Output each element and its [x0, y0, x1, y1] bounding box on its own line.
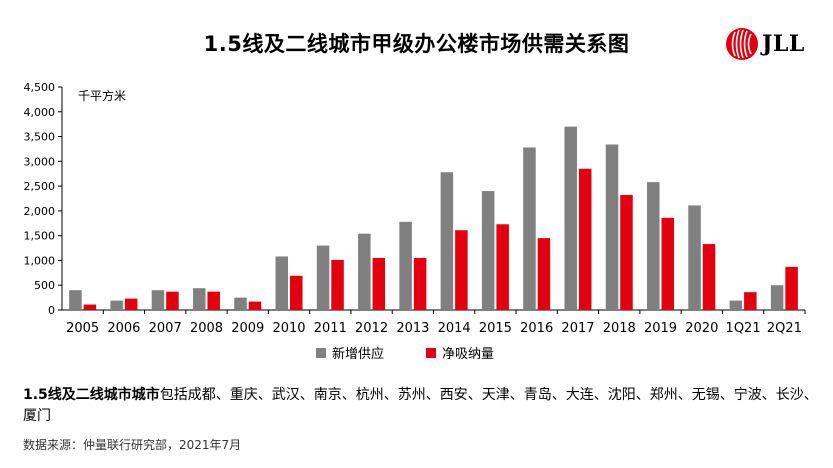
bar-supply — [770, 285, 784, 310]
x-tick-label: 2005 — [66, 321, 99, 336]
x-tick-label: 2012 — [355, 321, 388, 336]
bar-supply — [69, 290, 82, 310]
x-tick-label: 2017 — [561, 321, 594, 336]
y-tick-label: 1,500 — [24, 230, 56, 243]
x-tick-label: 2008 — [190, 321, 223, 336]
x-tick-label: 2Q21 — [767, 321, 802, 336]
jll-logo: JLL — [725, 24, 825, 64]
bar-absorption — [496, 224, 509, 310]
bar-absorption — [83, 304, 97, 310]
y-tick-label: 0 — [48, 304, 55, 317]
x-tick-label: 2018 — [603, 321, 636, 336]
bar-absorption — [455, 230, 468, 310]
bar-supply — [234, 297, 247, 310]
bar-absorption — [124, 298, 138, 310]
bar-supply — [110, 300, 123, 310]
x-tick-label: 2007 — [149, 321, 182, 336]
x-tick-label: 2013 — [396, 321, 429, 336]
unit-label: 千平方米 — [78, 88, 126, 103]
bar-absorption — [537, 238, 551, 310]
legend-label-absorption: 净吸纳量 — [442, 347, 494, 362]
x-tick-label: 2019 — [644, 321, 677, 336]
bar-absorption — [578, 168, 592, 310]
bar-absorption — [372, 257, 386, 310]
bar-absorption — [248, 301, 262, 310]
bar-supply — [151, 290, 165, 310]
y-tick-label: 4,500 — [24, 81, 56, 94]
y-tick-label: 2,500 — [24, 180, 56, 193]
bar-absorption — [290, 275, 303, 310]
bar-supply — [647, 182, 660, 310]
bar-supply — [399, 221, 412, 310]
bar-supply — [358, 233, 371, 310]
x-tick-label: 2011 — [314, 321, 347, 336]
bar-absorption — [166, 291, 179, 310]
bar-supply — [564, 126, 577, 311]
y-tick-label: 3,500 — [24, 131, 56, 144]
bar-supply — [729, 300, 743, 310]
y-tick-label: 1,000 — [24, 254, 56, 267]
city-notes: 1.5线及二线城市城市包括成都、重庆、武汉、南京、杭州、苏州、西安、天津、青岛、… — [23, 385, 823, 427]
x-tick-label: 1Q21 — [726, 321, 761, 336]
data-source: 数据来源：仲量联行研究部，2021年7月 — [23, 438, 242, 452]
city-notes-bold: 1.5线及二线城市城市 — [23, 387, 160, 403]
bar-absorption — [785, 266, 798, 310]
bar-absorption — [702, 244, 716, 310]
legend-swatch-supply — [316, 348, 326, 358]
bar-supply — [275, 256, 289, 310]
jll-logo-text: JLL — [762, 31, 805, 57]
bar-supply — [481, 191, 495, 310]
bar-absorption — [620, 195, 633, 310]
legend-label-supply: 新增供应 — [332, 346, 384, 362]
bar-supply — [192, 288, 206, 310]
y-tick-label: 3,000 — [24, 155, 56, 168]
bar-absorption — [661, 217, 675, 310]
jll-logo-icon — [726, 28, 758, 60]
city-notes-list: 包括成都、重庆、武汉、南京、杭州、苏州、西安、天津、青岛、大连、沈阳、郑州、无锡… — [23, 387, 818, 424]
x-tick-label: 2006 — [107, 321, 140, 336]
bar-supply — [688, 205, 701, 310]
x-tick-label: 2016 — [520, 321, 553, 336]
x-tick-label: 2014 — [438, 321, 471, 336]
y-tick-label: 500 — [34, 279, 55, 292]
bar-absorption — [331, 259, 344, 310]
x-tick-label: 2009 — [231, 321, 264, 336]
x-tick-label: 2015 — [479, 321, 512, 336]
bar-supply — [523, 147, 536, 310]
bar-absorption — [413, 257, 427, 310]
y-tick-label: 4,000 — [24, 106, 56, 119]
bar-supply — [316, 245, 330, 310]
y-tick-label: 2,000 — [24, 205, 56, 218]
bar-supply — [440, 172, 454, 310]
bar-chart: 0 500 1,000 1,500 2,000 2,500 3,000 3,500 4,000 4… — [24, 81, 806, 362]
legend-swatch-absorption — [426, 348, 436, 358]
x-tick-label: 2020 — [685, 321, 718, 336]
bar-absorption — [744, 292, 757, 310]
bar-supply — [605, 144, 619, 310]
chart-title: 1.5线及二线城市甲级办公楼市场供需关系图 — [203, 32, 630, 56]
x-tick-label: 2010 — [272, 321, 305, 336]
bar-absorption — [207, 291, 220, 310]
